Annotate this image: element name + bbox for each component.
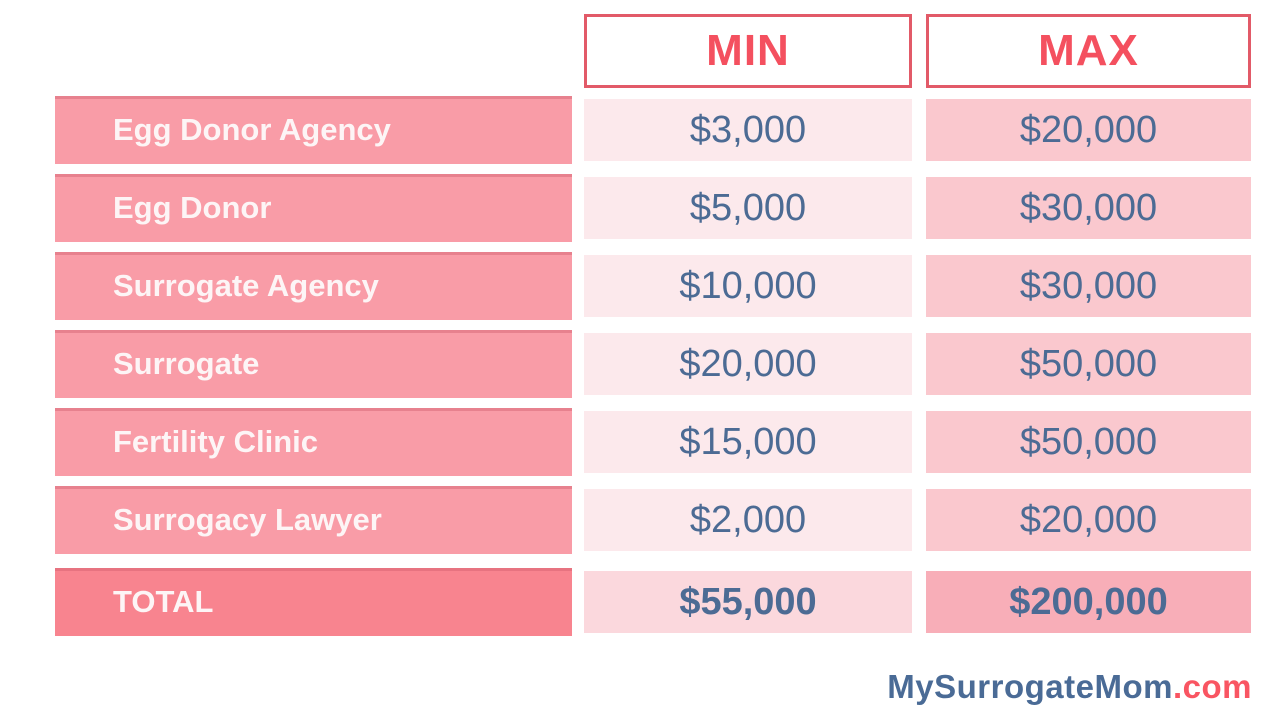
max-value-cell: $30,000: [926, 177, 1251, 239]
site-logo-suffix: .com: [1172, 668, 1252, 705]
row-label: Surrogate Agency: [55, 252, 572, 320]
max-value-cell: $50,000: [926, 333, 1251, 395]
table-total-row: TOTAL $55,000 $200,000: [0, 568, 1280, 636]
row-label: Surrogate: [55, 330, 572, 398]
table-row: Surrogate Agency $10,000 $30,000: [0, 252, 1280, 320]
min-value-cell: $2,000: [584, 489, 912, 551]
min-value-cell: $10,000: [584, 255, 912, 317]
row-label: Surrogacy Lawyer: [55, 486, 572, 554]
total-min-value-cell: $55,000: [584, 571, 912, 633]
site-logo-name: MySurrogateMom: [887, 668, 1173, 705]
min-value-cell: $5,000: [584, 177, 912, 239]
column-header-max-label: MAX: [1038, 26, 1139, 75]
table-row: Surrogate $20,000 $50,000: [0, 330, 1280, 398]
column-header-max: MAX: [926, 14, 1251, 88]
min-value-cell: $15,000: [584, 411, 912, 473]
total-max-value-cell: $200,000: [926, 571, 1251, 633]
total-row-label: TOTAL: [55, 568, 572, 636]
table-row: Fertility Clinic $15,000 $50,000: [0, 408, 1280, 476]
max-value-cell: $20,000: [926, 489, 1251, 551]
column-header-min: MIN: [584, 14, 912, 88]
row-label: Egg Donor: [55, 174, 572, 242]
table-row: Surrogacy Lawyer $2,000 $20,000: [0, 486, 1280, 554]
min-value-cell: $20,000: [584, 333, 912, 395]
table-row: Egg Donor Agency $3,000 $20,000: [0, 96, 1280, 164]
max-value-cell: $50,000: [926, 411, 1251, 473]
max-value-cell: $30,000: [926, 255, 1251, 317]
min-value-cell: $3,000: [584, 99, 912, 161]
row-label: Egg Donor Agency: [55, 96, 572, 164]
column-header-min-label: MIN: [706, 26, 790, 75]
max-value-cell: $20,000: [926, 99, 1251, 161]
site-logo: MySurrogateMom.com: [887, 668, 1252, 706]
row-label: Fertility Clinic: [55, 408, 572, 476]
table-row: Egg Donor $5,000 $30,000: [0, 174, 1280, 242]
